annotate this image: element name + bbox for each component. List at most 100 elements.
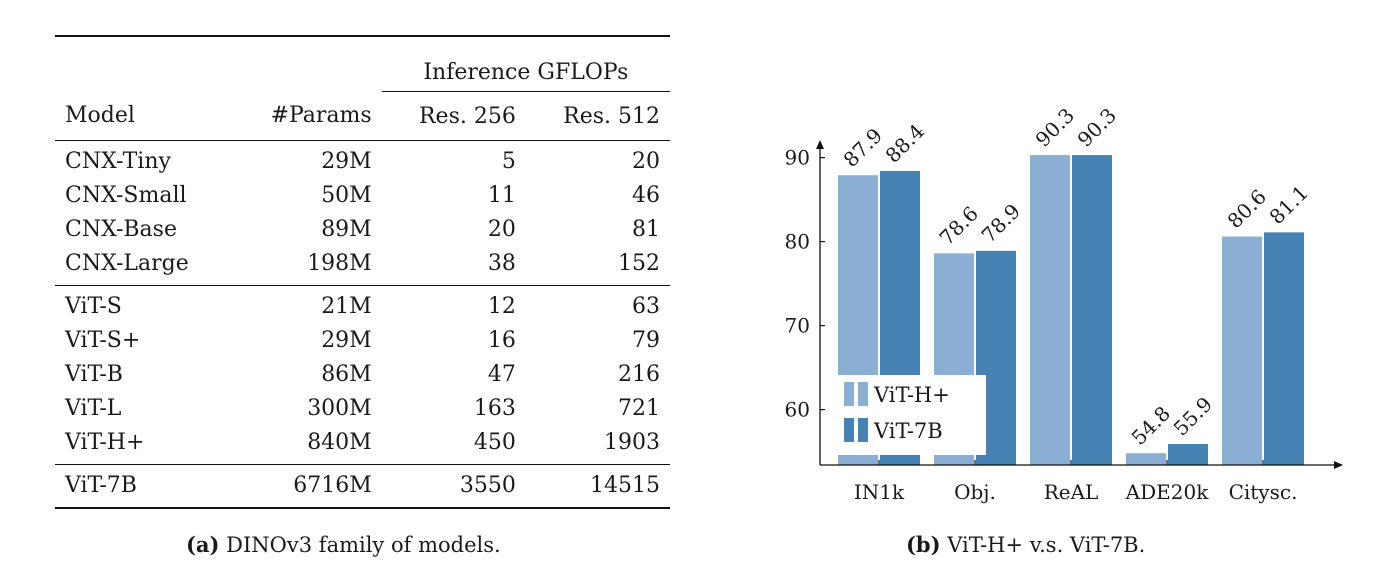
cell-params: 86M	[321, 362, 372, 387]
cell-model: ViT-B	[65, 362, 123, 387]
bar-vit-7b-ade20k	[1168, 444, 1208, 465]
table-row: ViT-L 300M 163 721	[55, 392, 670, 426]
cell-model: CNX-Small	[65, 183, 187, 208]
x-tick-label: IN1k	[854, 480, 905, 504]
cell-res512: 721	[618, 396, 660, 421]
cell-res256: 450	[473, 430, 516, 455]
data-label: 54.8	[1127, 401, 1175, 449]
model-family-table: Inference GFLOPs Model #Params Res. 256 …	[55, 35, 670, 509]
y-tick-label: 70	[785, 314, 810, 338]
cell-model: ViT-S	[65, 294, 122, 319]
x-tick-label: ReAL	[1044, 480, 1099, 504]
data-label: 88.4	[881, 119, 929, 167]
data-label: 90.3	[1073, 103, 1121, 151]
cell-params: 840M	[307, 430, 372, 455]
table-row: ViT-S 21M 12 63	[55, 285, 670, 325]
y-tick-label: 80	[785, 230, 810, 254]
data-label: 55.9	[1169, 392, 1217, 440]
cell-res256: 38	[487, 251, 516, 276]
cell-params: 21M	[321, 294, 372, 319]
table-row: ViT-7B 6716M 3550 14515	[55, 464, 670, 508]
data-label: 90.3	[1031, 103, 1079, 151]
cell-res256: 12	[487, 294, 516, 319]
data-label: 78.6	[935, 201, 983, 249]
table-row: CNX-Base 89M 20 81	[55, 213, 670, 247]
table-row: CNX-Large 198M 38 152	[55, 247, 670, 286]
legend-label: ViT-7B	[873, 419, 943, 443]
cell-res256: 5	[501, 149, 516, 174]
x-axis-arrow	[1334, 461, 1343, 469]
x-tick-label: ADE20k	[1125, 480, 1210, 504]
data-label: 78.9	[977, 199, 1025, 247]
cell-res256: 3550	[459, 473, 516, 498]
table-row: ViT-S+ 29M 16 79	[55, 324, 670, 358]
cell-model: ViT-H+	[65, 430, 145, 455]
bar-vit-7b-citysc-	[1264, 232, 1304, 465]
y-tick-label: 60	[785, 398, 810, 422]
cell-res256: 47	[487, 362, 516, 387]
caption-a-tag: (a)	[186, 532, 220, 557]
col-res256-header: Res. 256	[418, 103, 516, 129]
cell-res512: 152	[618, 251, 660, 276]
cell-model: CNX-Large	[65, 251, 189, 276]
table-row: ViT-B 86M 47 216	[55, 358, 670, 392]
data-label: 87.9	[839, 123, 887, 171]
legend-label: ViT-H+	[873, 383, 950, 407]
caption-a: (a) DINOv3 family of models.	[186, 532, 501, 557]
cell-res512: 79	[632, 328, 660, 353]
table-row: CNX-Small 50M 11 46	[55, 179, 670, 213]
cell-params: 50M	[321, 183, 372, 208]
table-row: ViT-H+ 840M 450 1903	[55, 426, 670, 465]
cell-params: 6716M	[293, 473, 372, 498]
cell-params: 89M	[321, 217, 372, 242]
cell-res512: 1903	[604, 430, 660, 455]
legend-swatch-b	[858, 418, 868, 442]
table-row: CNX-Tiny 29M 5 20	[55, 140, 670, 180]
cell-res512: 14515	[590, 473, 660, 498]
table-group-header-row: Inference GFLOPs	[55, 36, 670, 92]
cell-model: CNX-Base	[65, 217, 177, 242]
cell-res256: 163	[473, 396, 516, 421]
bar-vit-7b-real	[1072, 155, 1112, 465]
caption-b-text: ViT-H+ v.s. ViT-7B.	[947, 533, 1146, 557]
vit-comparison-bar-chart: 87.988.4 IN1k 78.678.9 Obj. 90.390.3 ReAL 54.8…	[785, 103, 1343, 504]
x-tick-label: Citysc.	[1229, 480, 1298, 504]
cell-res512: 46	[632, 183, 660, 208]
legend-swatch-a	[844, 382, 854, 406]
caption-b: (b) ViT-H+ v.s. ViT-7B.	[906, 532, 1145, 557]
col-params-header: #Params	[270, 103, 372, 129]
col-res512-header: Res. 512	[563, 103, 660, 129]
y-axis-arrow	[816, 140, 824, 149]
legend-swatch-b	[858, 382, 868, 406]
cell-res512: 63	[632, 294, 660, 319]
cell-res512: 20	[632, 149, 660, 174]
chart-legend: ViT-H+ ViT-7B	[838, 375, 986, 455]
table-header-row: Model #Params Res. 256 Res. 512	[55, 92, 670, 141]
col-model-header: Model	[65, 103, 135, 129]
table-body: CNX-Tiny 29M 5 20 CNX-Small 50M 11 46 CNX-Base 89…	[55, 140, 670, 508]
caption-b-tag: (b)	[906, 532, 941, 557]
x-tick-label: Obj.	[954, 480, 996, 504]
bar-vit-h--real	[1030, 155, 1070, 465]
legend-swatch-a	[844, 418, 854, 442]
cell-model: CNX-Tiny	[65, 149, 171, 174]
cell-res256: 20	[487, 217, 516, 242]
cell-params: 198M	[307, 251, 372, 276]
cell-model: ViT-7B	[65, 473, 137, 498]
cell-params: 29M	[321, 328, 372, 353]
cell-res512: 81	[632, 217, 660, 242]
y-tick-label: 90	[785, 146, 810, 170]
data-label: 81.1	[1265, 180, 1313, 228]
gflops-group-header: Inference GFLOPs	[381, 36, 670, 92]
cell-model: ViT-S+	[65, 328, 141, 353]
cell-res512: 216	[618, 362, 660, 387]
bar-vit-h--ade20k	[1126, 453, 1166, 465]
data-label: 80.6	[1223, 185, 1271, 233]
cell-params: 29M	[321, 149, 372, 174]
cell-params: 300M	[307, 396, 372, 421]
cell-res256: 16	[487, 328, 516, 353]
params-gflops-table: Inference GFLOPs Model #Params Res. 256 …	[55, 35, 670, 509]
caption-a-text: DINOv3 family of models.	[226, 533, 501, 557]
cell-res256: 11	[487, 183, 516, 208]
cell-model: ViT-L	[65, 396, 122, 421]
